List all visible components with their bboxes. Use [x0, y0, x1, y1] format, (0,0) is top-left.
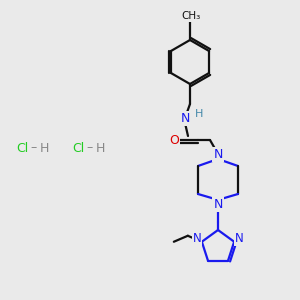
Text: H: H: [39, 142, 49, 154]
Text: O: O: [169, 134, 179, 146]
Text: CH₃: CH₃: [182, 11, 201, 21]
Text: –: –: [87, 142, 93, 154]
Text: Cl: Cl: [16, 142, 28, 154]
Text: –: –: [31, 142, 37, 154]
Text: N: N: [193, 232, 201, 245]
Text: N: N: [213, 148, 223, 160]
Text: H: H: [195, 109, 203, 119]
Text: Cl: Cl: [72, 142, 84, 154]
Text: N: N: [235, 232, 244, 245]
Text: N: N: [180, 112, 190, 124]
Text: H: H: [95, 142, 105, 154]
Text: N: N: [213, 197, 223, 211]
